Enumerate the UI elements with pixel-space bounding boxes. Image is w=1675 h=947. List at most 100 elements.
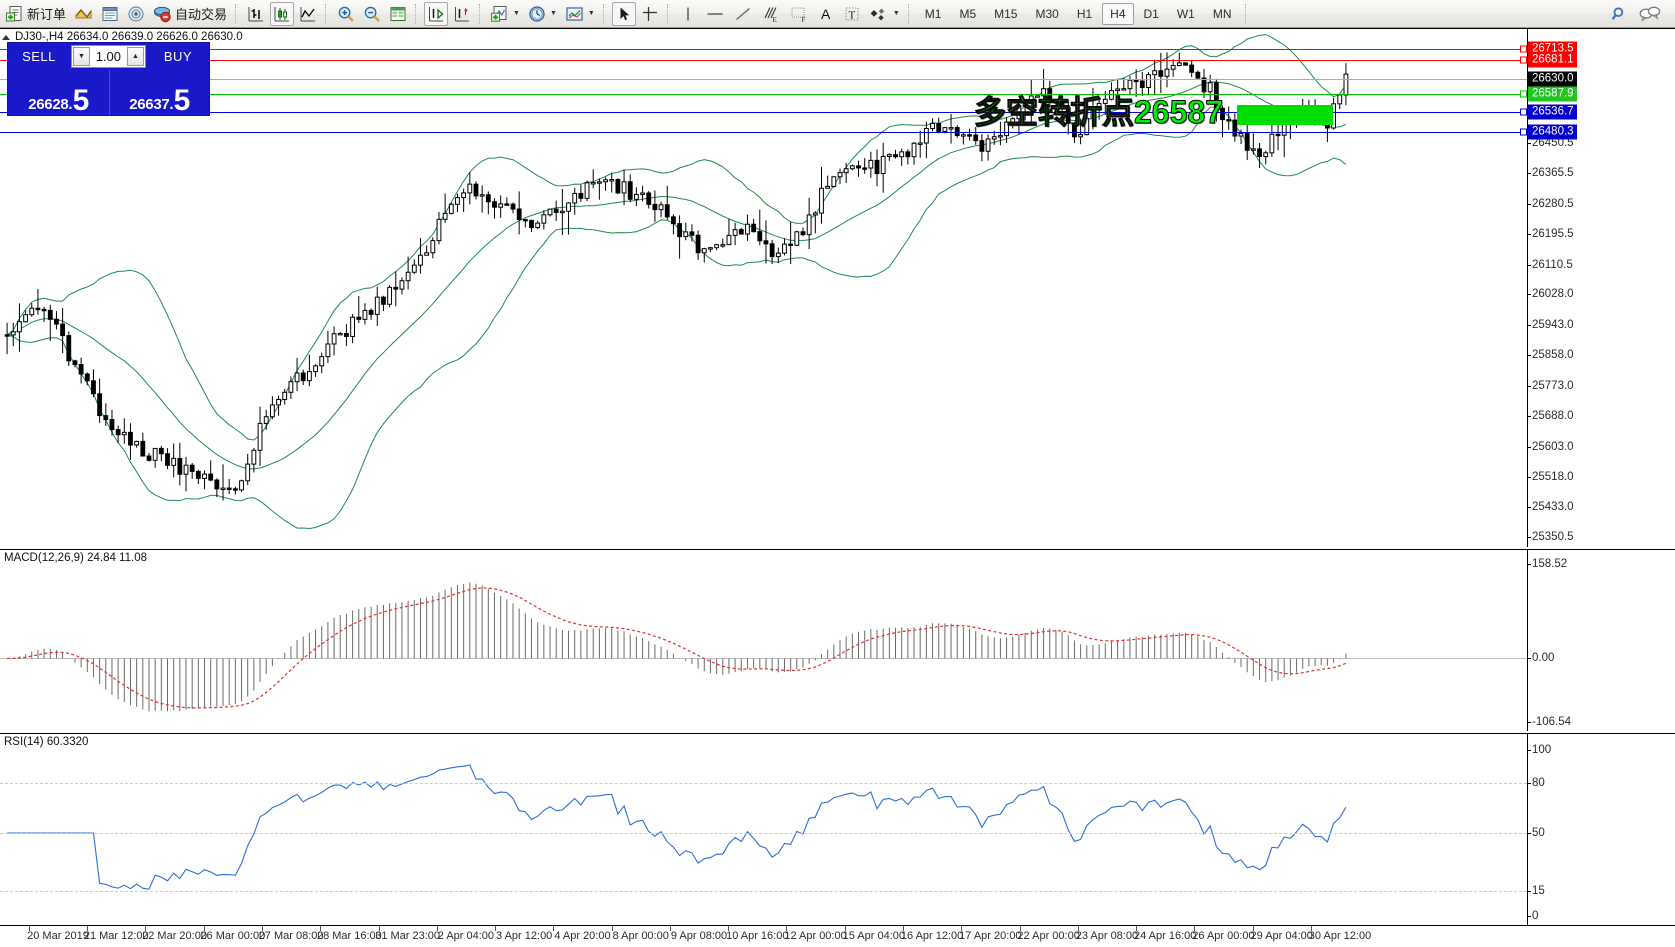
timeframe-button-w1[interactable]: W1	[1176, 6, 1195, 21]
price-level-handle[interactable]	[1520, 56, 1527, 64]
timeframe-button-d1[interactable]: D1	[1143, 6, 1159, 21]
one-click-trading-panel[interactable]: SELL ▼ 1.00 ▲ BUY 26628 . 5	[7, 42, 210, 116]
timeframe-button-mn[interactable]: MN	[1212, 6, 1232, 21]
price-level-line[interactable]	[0, 48, 1527, 50]
candlestick	[504, 197, 510, 206]
time-axis[interactable]: 20 Mar 2019 21 Mar 12:00 22 Mar 20:00 26 Ma…	[0, 925, 1675, 947]
navigator-button[interactable]	[124, 2, 148, 26]
price-level-handle[interactable]	[1520, 45, 1527, 53]
timeframe-button-m1[interactable]: M1	[924, 6, 942, 21]
price-level-handle[interactable]	[1520, 128, 1527, 136]
sell-button[interactable]: SELL	[22, 49, 56, 64]
grid-button[interactable]	[386, 2, 410, 26]
macd-axis[interactable]: 158.52 0.00 -106.54	[1526, 550, 1675, 731]
crosshair-button[interactable]	[638, 2, 662, 26]
chat-button[interactable]	[1635, 2, 1665, 26]
data-window-button[interactable]	[98, 2, 122, 26]
equidistant-channel-button[interactable]: F	[786, 2, 812, 26]
collapse-arrow-icon[interactable]	[2, 34, 10, 40]
shapes-button[interactable]: ▼	[866, 2, 903, 26]
auto-trading-button[interactable]: 自动交易	[150, 2, 230, 26]
candlestick	[1133, 69, 1139, 97]
macd-plot-area[interactable]	[0, 550, 1527, 731]
search-button[interactable]	[1607, 2, 1633, 26]
volume-field[interactable]: ▼ 1.00 ▲	[71, 45, 146, 68]
timeframe-button-m5[interactable]: M5	[959, 6, 977, 21]
chevron-down-icon[interactable]: ▼	[513, 10, 520, 17]
candlestick	[189, 462, 195, 479]
candlestick	[535, 220, 541, 229]
candlestick	[109, 409, 115, 436]
price-level-tag[interactable]: 26713.5	[1528, 41, 1577, 57]
price-level-tag[interactable]: 26536.7	[1528, 104, 1577, 120]
text-label-button[interactable]: T	[840, 2, 864, 26]
timeframe-button-h4[interactable]: H4	[1102, 2, 1134, 25]
chevron-up-icon: ▲	[132, 53, 139, 60]
auto-scroll-button[interactable]	[424, 1, 449, 26]
chevron-down-icon: ▼	[78, 53, 85, 60]
price-level-tag[interactable]: 26587.9	[1528, 86, 1577, 102]
price-pane[interactable]: 26450.5 26365.5 26280.5 26195.5 26110.5 26028…	[0, 28, 1675, 547]
add-indicator-button[interactable]: ▼	[488, 2, 523, 26]
timeframe-button-h1[interactable]: H1	[1076, 6, 1093, 21]
price-level-tag[interactable]: 26681.1	[1528, 52, 1577, 68]
candlestick	[183, 456, 189, 492]
rsi-plot-area[interactable]	[0, 734, 1527, 925]
candlestick	[819, 167, 824, 224]
price-plot-area[interactable]	[0, 29, 1527, 547]
periods-button[interactable]: ▼	[525, 2, 560, 26]
sell-price-button[interactable]: 26628 . 5	[8, 70, 109, 115]
price-level-line[interactable]	[0, 78, 1527, 80]
rsi-pane[interactable]: RSI(14) 60.3320 100 80 50 15 0	[0, 733, 1675, 925]
price-level-line[interactable]	[0, 132, 1527, 134]
chart-shift-button[interactable]	[450, 2, 474, 26]
price-level-tag[interactable]: 26630.0	[1528, 71, 1577, 87]
fibonacci-button[interactable]: E	[758, 2, 784, 26]
candlestick	[1102, 90, 1108, 115]
timeframe-button-m15[interactable]: M15	[994, 6, 1018, 21]
candlestick	[257, 406, 263, 466]
candlestick	[923, 121, 929, 159]
candlestick	[745, 214, 750, 241]
price-level-handle[interactable]	[1520, 90, 1527, 98]
timeframe-button-m30[interactable]: M30	[1035, 6, 1059, 21]
candlestick	[973, 127, 979, 145]
horizontal-line-button[interactable]	[702, 2, 728, 26]
volume-increment-button[interactable]: ▲	[127, 47, 144, 66]
price-level-line[interactable]	[0, 60, 1527, 62]
price-level-handle[interactable]	[1520, 108, 1527, 116]
candlestick	[66, 331, 72, 366]
volume-dropdown-button[interactable]: ▼	[73, 47, 90, 66]
price-level-line[interactable]	[0, 112, 1527, 114]
templates-button[interactable]: ▼	[562, 2, 598, 26]
time-tick: 2 Apr 04:00	[437, 930, 495, 942]
candlestick	[195, 469, 201, 484]
indicators-button[interactable]	[71, 2, 96, 26]
candlestick	[732, 222, 738, 246]
macd-pane[interactable]: MACD(12,26,9) 24.84 11.08 158.52 0.00 -106…	[0, 549, 1675, 731]
candlestick-chart-button[interactable]	[270, 1, 295, 26]
new-order-button[interactable]: 新订单	[3, 2, 69, 26]
buy-button[interactable]: BUY	[163, 49, 193, 64]
bar-chart-button[interactable]	[244, 2, 268, 26]
candlestick	[985, 134, 991, 161]
rsi-axis[interactable]: 100 80 50 15 0	[1526, 734, 1675, 925]
candlestick	[578, 184, 584, 202]
buy-price-button[interactable]: 26637 . 5	[108, 70, 210, 115]
price-level-line[interactable]	[0, 93, 1527, 95]
vertical-line-button[interactable]	[676, 2, 700, 26]
chevron-down-icon[interactable]: ▼	[587, 10, 595, 17]
cursor-button[interactable]	[611, 1, 636, 26]
chart-container[interactable]: 26450.5 26365.5 26280.5 26195.5 26110.5 26028…	[0, 28, 1675, 947]
chevron-down-icon[interactable]: ▼	[549, 10, 557, 17]
volume-value[interactable]: 1.00	[95, 49, 121, 64]
candlestick	[658, 201, 664, 218]
text-button[interactable]: A	[814, 2, 838, 26]
candlestick	[448, 202, 454, 215]
zoom-in-button[interactable]	[334, 2, 358, 26]
price-level-tag[interactable]: 26480.3	[1528, 124, 1577, 140]
zoom-out-button[interactable]	[360, 2, 384, 26]
line-chart-button[interactable]	[296, 2, 320, 26]
trendline-button[interactable]	[730, 2, 756, 26]
chevron-down-icon[interactable]: ▼	[892, 10, 900, 17]
